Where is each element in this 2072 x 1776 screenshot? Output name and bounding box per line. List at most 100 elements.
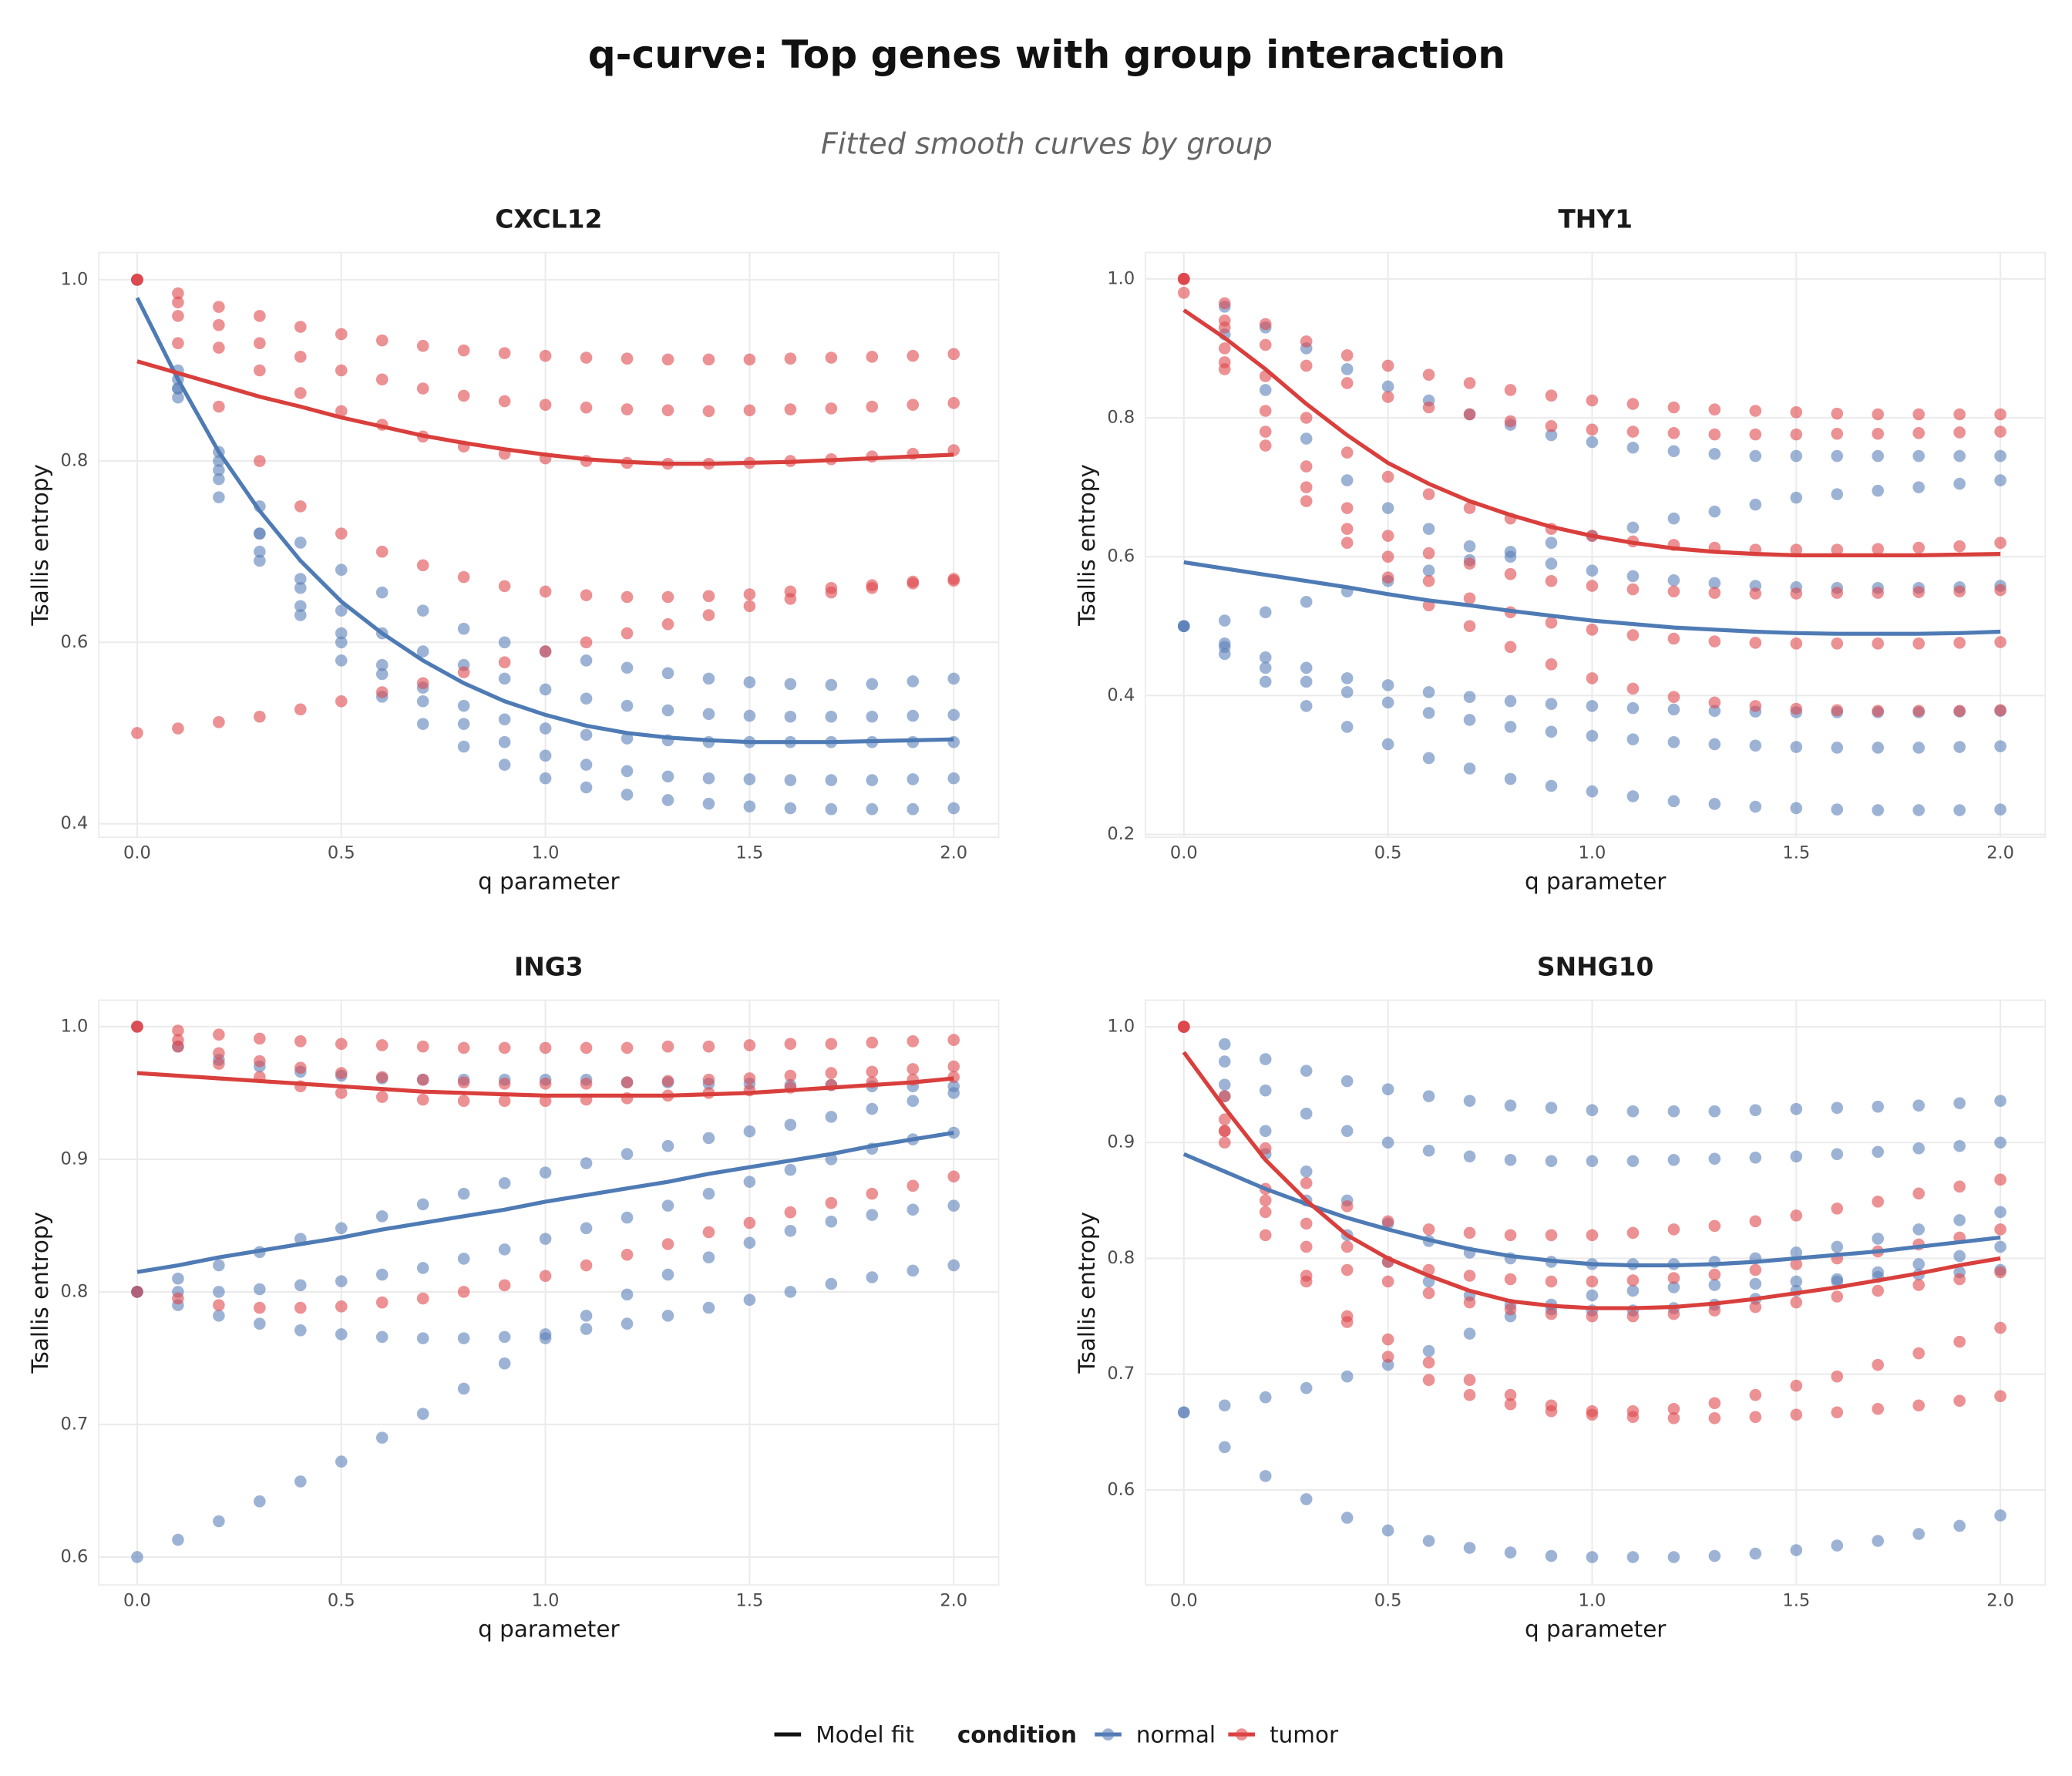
point (866, 1102, 879, 1115)
chart-subtitle: Fitted smooth curves by group (821, 127, 1273, 161)
point (1953, 426, 1966, 439)
point (825, 1111, 838, 1123)
point (1872, 449, 1884, 462)
point (743, 588, 756, 600)
fit-line (1182, 1051, 2001, 1310)
point (172, 1533, 184, 1546)
point (1872, 543, 1884, 556)
x-tick-label: 2.0 (1986, 843, 2014, 863)
point (1545, 725, 1558, 738)
point (1586, 580, 1599, 592)
point (580, 1323, 593, 1335)
point (498, 636, 511, 649)
point (784, 1206, 797, 1219)
point (1463, 1374, 1476, 1386)
point (1994, 474, 2006, 486)
point (1463, 620, 1476, 633)
point (1749, 800, 1762, 813)
point (1994, 740, 2006, 752)
point (1994, 1390, 2006, 1403)
y-axis-label: Tsallis entropy (27, 1212, 53, 1374)
point (1831, 427, 1844, 440)
point (661, 794, 674, 806)
point (457, 622, 470, 635)
point (1749, 700, 1762, 712)
point (1994, 408, 2006, 421)
point (416, 718, 429, 730)
point (1259, 1084, 1272, 1097)
point (1178, 287, 1190, 299)
point (1708, 705, 1721, 718)
point (1218, 1399, 1231, 1412)
point (457, 570, 470, 584)
panel-border (98, 251, 1000, 839)
point (294, 1301, 307, 1314)
point (1545, 574, 1558, 587)
point (784, 1286, 797, 1298)
point (866, 581, 879, 594)
point (1872, 804, 1884, 816)
point (131, 727, 143, 739)
point (335, 563, 348, 577)
x-tick-label: 0.5 (1374, 1590, 1402, 1610)
point (1667, 1411, 1680, 1424)
point (1872, 1100, 1884, 1113)
point (172, 1040, 184, 1053)
point (1340, 672, 1354, 684)
point (621, 1148, 634, 1160)
fit-line (136, 1130, 954, 1274)
point (1381, 1215, 1394, 1228)
point (1259, 384, 1272, 396)
point (375, 1330, 388, 1344)
point (213, 1028, 225, 1041)
point (1953, 408, 1966, 421)
x-axis-label: q parameter (1525, 869, 1667, 895)
point (1912, 705, 1925, 718)
point (1259, 1206, 1272, 1219)
point (1300, 432, 1313, 445)
y-tick-label: 0.6 (1107, 1479, 1135, 1499)
legend-key-point (1102, 1728, 1115, 1741)
point (866, 351, 879, 363)
x-tick-label: 0.5 (328, 1590, 355, 1610)
point (825, 710, 838, 723)
point (498, 1177, 511, 1189)
point (1912, 408, 1925, 421)
point (1831, 637, 1844, 650)
point (1790, 1408, 1803, 1421)
point (1953, 1180, 1966, 1193)
point (1259, 426, 1272, 438)
point (1545, 1549, 1558, 1562)
point (375, 668, 388, 681)
point (702, 708, 715, 721)
point (539, 749, 552, 762)
point (1953, 1139, 1966, 1152)
point (580, 1157, 593, 1169)
point (743, 709, 756, 722)
point (1300, 700, 1313, 712)
point (1340, 502, 1354, 514)
point (1953, 540, 1966, 553)
point (1667, 795, 1680, 808)
point (1586, 624, 1599, 636)
point (1790, 1209, 1803, 1222)
point (1340, 686, 1354, 698)
point (1708, 1397, 1721, 1410)
point (1340, 1240, 1354, 1253)
point (416, 1093, 429, 1106)
point (1340, 1125, 1354, 1138)
point (1381, 1083, 1394, 1095)
point (1259, 675, 1272, 688)
point (1504, 772, 1517, 785)
point (702, 1187, 715, 1200)
y-tick-label: 0.4 (1107, 685, 1135, 705)
point (784, 352, 797, 365)
point (580, 692, 593, 705)
point (580, 636, 593, 649)
point (1953, 804, 1966, 816)
point (661, 1040, 674, 1053)
x-axis-label: q parameter (1525, 1616, 1667, 1642)
point (1545, 1275, 1558, 1288)
point (1300, 412, 1313, 424)
point (906, 1203, 920, 1216)
